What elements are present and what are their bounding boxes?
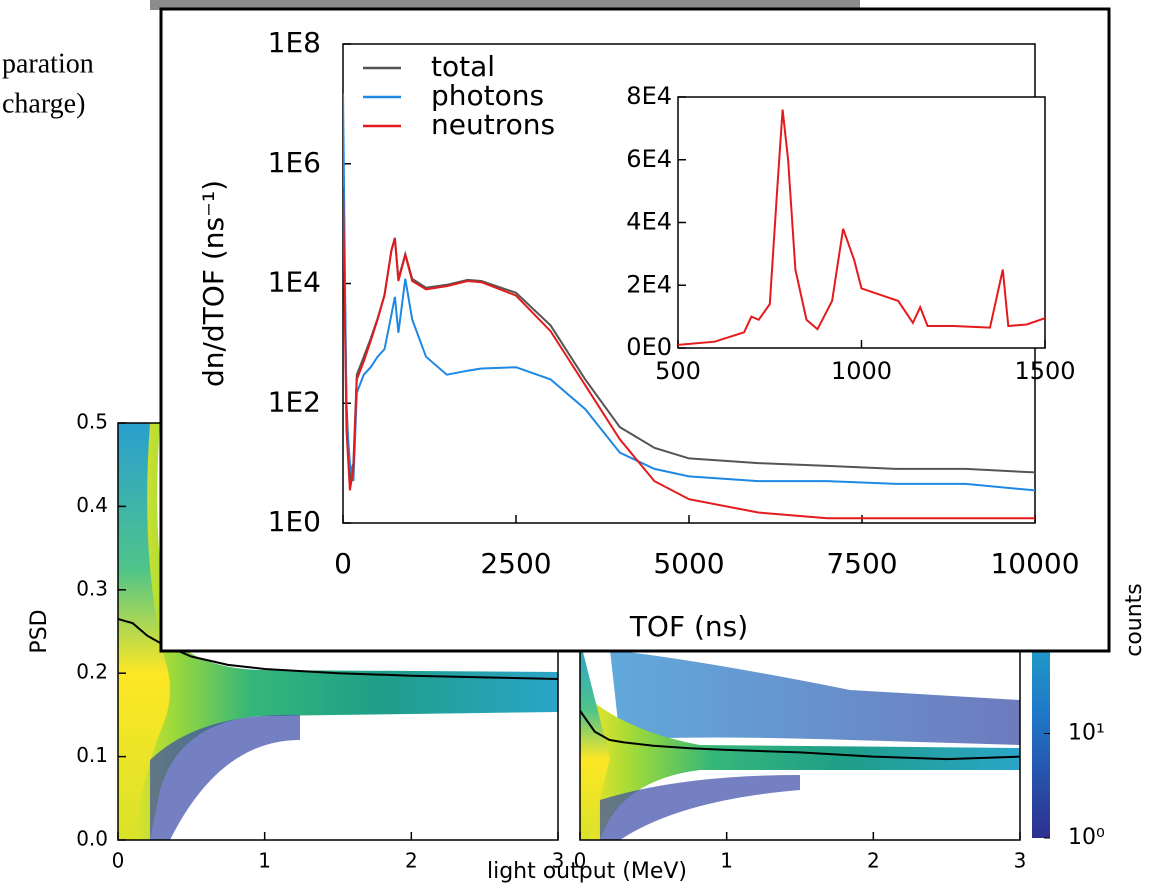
series-line — [678, 109, 1045, 346]
colorbar-tick-label: 10⁰ — [1068, 825, 1105, 850]
colorbar-label: counts — [1122, 583, 1147, 657]
slide-text: paration — [2, 48, 94, 79]
x-tick-label: 1000 — [831, 357, 892, 385]
series-line — [343, 93, 1035, 492]
x-tick-label: 1500 — [1014, 357, 1075, 385]
legend-label: total — [431, 50, 495, 83]
x-tick-label: 0 — [574, 849, 587, 873]
x-tick-label: 7500 — [826, 547, 897, 580]
y-tick-label: 4E4 — [626, 208, 672, 236]
colorbar-tick-label: 10¹ — [1068, 721, 1105, 746]
slide-text: charge) — [2, 88, 85, 119]
x-tick-label: 10000 — [990, 547, 1079, 580]
y-tick-label: 0.0 — [76, 827, 108, 851]
x-tick-label: 0 — [112, 849, 125, 873]
heatmap — [580, 640, 1020, 840]
y-tick-label: 0.1 — [76, 743, 108, 767]
y-tick-label: 6E4 — [626, 145, 672, 173]
y-axis-label: PSD — [27, 609, 52, 653]
series-line — [118, 618, 558, 680]
y-tick-label: 1E0 — [268, 505, 321, 538]
y-tick-label: 0.2 — [76, 660, 108, 684]
x-tick-label: 3 — [552, 849, 565, 873]
y-tick-label: 0.4 — [76, 493, 108, 517]
x-axis-label: light output (MeV) — [487, 859, 687, 884]
x-tick-label: 1 — [720, 849, 733, 873]
axes-frame — [677, 96, 1046, 349]
y-tick-label: 1E6 — [268, 146, 321, 179]
tof-chart: 0 2500 5000 7500 10000 1E0 1E2 1E4 1E6 1E8 TOF (ns… — [159, 7, 1111, 653]
y-tick-label: 0.3 — [76, 576, 108, 600]
x-tick-label: 5000 — [653, 547, 724, 580]
y-tick-label: 0.5 — [76, 410, 108, 434]
series-line — [343, 187, 1035, 520]
heatmap — [118, 423, 558, 840]
legend-label: neutrons — [431, 108, 555, 141]
x-tick-label: 2 — [867, 849, 880, 873]
y-axis-label: dn/dTOF (ns⁻¹) — [197, 180, 230, 387]
x-tick-label: 3 — [1014, 849, 1027, 873]
x-tick-label: 2 — [405, 849, 418, 873]
y-tick-label: 8E4 — [626, 82, 672, 110]
x-tick-label: 500 — [655, 357, 701, 385]
x-tick-label: 0 — [334, 547, 352, 580]
x-axis-label: TOF (ns) — [629, 610, 748, 643]
y-tick-label: 1E4 — [268, 266, 321, 299]
x-tick-label: 2500 — [480, 547, 551, 580]
y-tick-label: 2E4 — [626, 270, 672, 298]
photo-strip — [150, 0, 860, 10]
y-tick-label: 1E8 — [268, 26, 321, 59]
legend-label: photons — [431, 79, 544, 112]
y-tick-label: 1E2 — [268, 385, 321, 418]
y-tick-label: 0E0 — [626, 333, 672, 361]
x-tick-label: 1 — [258, 849, 271, 873]
series-line — [343, 176, 1035, 482]
series-line — [580, 710, 1020, 761]
